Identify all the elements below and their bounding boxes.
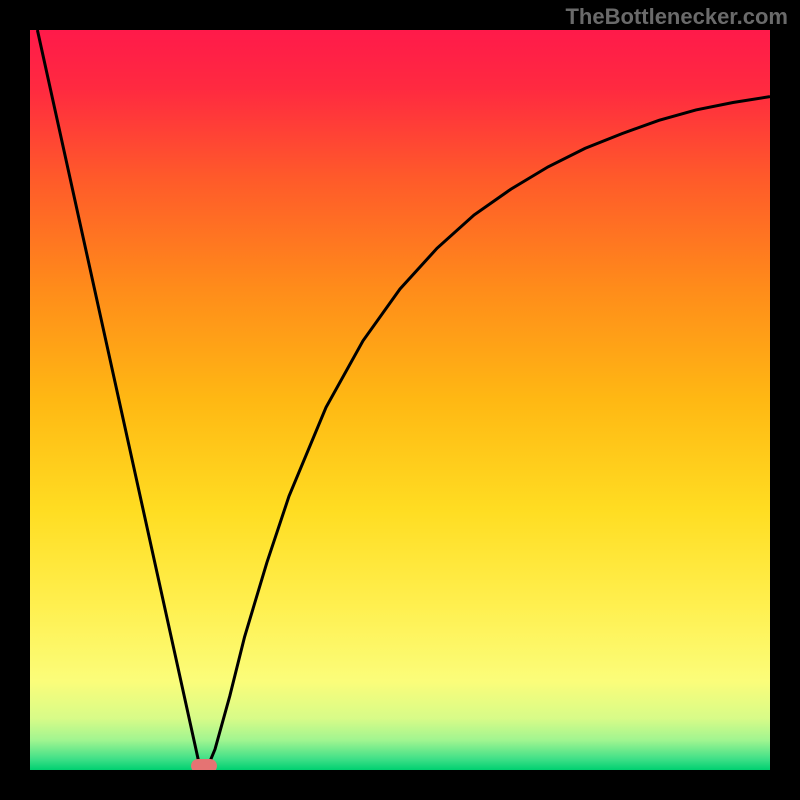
watermark-text: TheBottlenecker.com <box>565 4 788 30</box>
chart-container: TheBottlenecker.com <box>0 0 800 800</box>
minimum-marker <box>191 759 217 770</box>
bottleneck-curve <box>37 30 770 769</box>
plot-area <box>30 30 770 770</box>
curve-svg <box>30 30 770 770</box>
